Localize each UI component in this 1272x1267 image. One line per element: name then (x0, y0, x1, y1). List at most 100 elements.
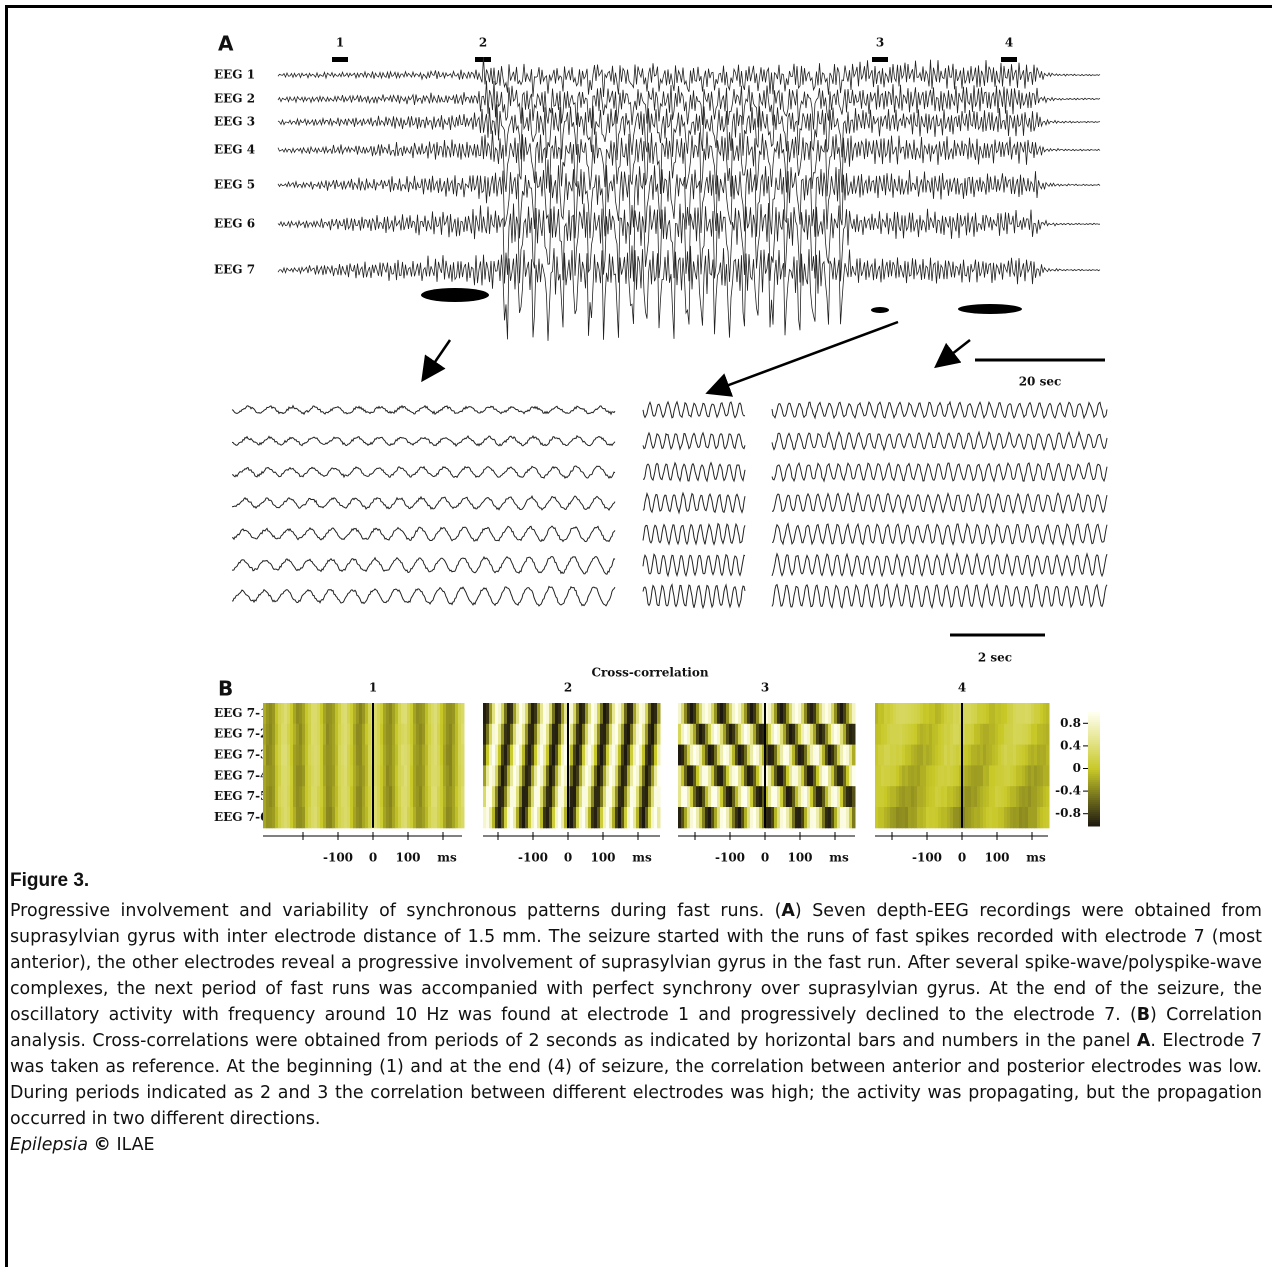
heatmap-cell (513, 765, 517, 786)
heatmap-cell (711, 807, 715, 828)
heatmap-cell (386, 745, 390, 766)
heatmap-cell (642, 807, 646, 828)
heatmap-cell (681, 745, 685, 766)
heatmap-cell (899, 703, 903, 724)
heatmap-cell (428, 807, 432, 828)
heatmap-cell (326, 765, 330, 786)
heatmap-cell (1031, 724, 1035, 745)
heatmap-cell (588, 765, 592, 786)
period-bar (332, 57, 348, 62)
heatmap-cell (630, 786, 634, 807)
heatmap-cell (813, 703, 817, 724)
heatmap-cell (753, 786, 757, 807)
heatmap-cell (362, 786, 366, 807)
heatmap-cell (359, 765, 363, 786)
heatmap-cell (887, 745, 891, 766)
heatmap-cell (929, 807, 933, 828)
heatmap-cell (299, 765, 303, 786)
heatmap-cell (750, 765, 754, 786)
heatmap-cell (380, 765, 384, 786)
heatmap-cell (489, 786, 493, 807)
heatmap-cell (552, 724, 556, 745)
heatmap-cell (461, 765, 465, 786)
heatmap-cell (597, 765, 601, 786)
heatmap-cell (908, 745, 912, 766)
heatmap-cell (516, 807, 520, 828)
heatmap-cell (1046, 703, 1050, 724)
heatmap-cell (419, 703, 423, 724)
heatmap-cell (908, 786, 912, 807)
heatmap-cell (678, 765, 682, 786)
heatmap-cell (771, 724, 775, 745)
heatmap-cell (723, 765, 727, 786)
heatmap-cell (693, 703, 697, 724)
heatmap-cell (648, 807, 652, 828)
heatmap-cell (684, 724, 688, 745)
heatmap-cell (1019, 724, 1023, 745)
heatmap-cell (600, 807, 604, 828)
heatmap-cell (843, 807, 847, 828)
heatmap-cell (534, 786, 538, 807)
heatmap-cell (702, 724, 706, 745)
heatmap-cell (825, 724, 829, 745)
heatmap-cell (630, 765, 634, 786)
heatmap-cell (914, 765, 918, 786)
heatmap-cell (624, 745, 628, 766)
heatmap-cell (965, 703, 969, 724)
eeg-trace (278, 131, 1100, 197)
heatmap-cell (413, 807, 417, 828)
heatmap-cell (1043, 745, 1047, 766)
heatmap-cell (510, 745, 514, 766)
heatmap-cell (980, 724, 984, 745)
heatmap-cell (813, 724, 817, 745)
heatmap-cell (1004, 807, 1008, 828)
heatmap-cell (965, 724, 969, 745)
heatmap-cell (813, 745, 817, 766)
heatmap-cell (492, 745, 496, 766)
heatmap-cell (929, 745, 933, 766)
heatmap-cell (744, 724, 748, 745)
heatmap-cell (816, 724, 820, 745)
heatmap-cell (828, 765, 832, 786)
heatmap-cell (636, 703, 640, 724)
heatmap-cell (588, 807, 592, 828)
eeg-trace-expanded (772, 432, 1107, 450)
heatmap-cell (687, 745, 691, 766)
heatmap-cell (612, 745, 616, 766)
heatmap-cell (510, 765, 514, 786)
heatmap-cell (843, 765, 847, 786)
heatmap-cell (995, 724, 999, 745)
caption-body: Progressive involvement and variability … (10, 898, 1262, 1158)
heatmap-cell (1028, 807, 1032, 828)
heatmap-cell (389, 786, 393, 807)
heatmap-cell (1046, 745, 1050, 766)
heatmap-cell (893, 807, 897, 828)
heatmap-cell (537, 745, 541, 766)
heatmap-cell (914, 745, 918, 766)
heatmap-cell (522, 745, 526, 766)
heatmap-cell (834, 786, 838, 807)
heatmap-cell (846, 724, 850, 745)
heatmap-cell (516, 703, 520, 724)
heatmap-cell (600, 703, 604, 724)
heatmap-cell (878, 786, 882, 807)
heatmap-cell (564, 807, 568, 828)
heatmap-cell (540, 807, 544, 828)
heatmap-cell (314, 703, 318, 724)
heatmap-cell (428, 765, 432, 786)
heatmap-cell (269, 745, 273, 766)
heatmap-cell (884, 745, 888, 766)
heatmap-cell (926, 724, 930, 745)
heatmap-cell (968, 724, 972, 745)
heatmap-cell (434, 745, 438, 766)
heatmap-cell (899, 807, 903, 828)
heatmap-cell (843, 703, 847, 724)
heatmap-cell (807, 745, 811, 766)
heatmap-cell (968, 745, 972, 766)
eeg-trace-expanded (772, 554, 1107, 576)
heatmap-cell (843, 724, 847, 745)
heatmap-cell (1028, 786, 1032, 807)
heatmap-cell (269, 765, 273, 786)
heatmap-cell (756, 745, 760, 766)
heatmap-cell (639, 703, 643, 724)
